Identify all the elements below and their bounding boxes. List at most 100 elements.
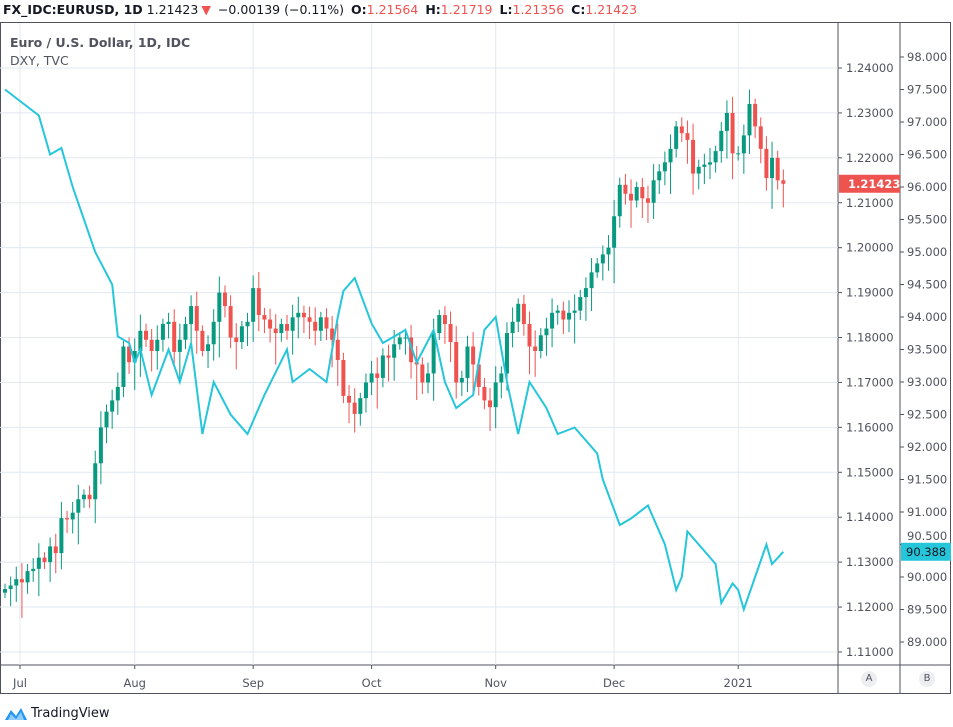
eurusd-last-price-label: 1.21423 [848,177,900,191]
candle-up [634,187,639,201]
candle-up [499,373,504,383]
price-tick-label: 1.23000 [846,106,894,120]
candle-down [679,126,684,134]
candle-up [504,333,509,374]
candle-down [471,346,476,365]
dxy-tick-label: 98.000 [907,50,947,64]
candle-down [758,126,763,149]
candle-up [567,312,571,320]
dxy-last-price-label: 90.388 [906,545,946,559]
price-tick-label: 1.12000 [846,600,894,614]
chart-frame [0,22,951,694]
candle-up [578,297,583,311]
candle-down [454,342,459,383]
candle-up [155,339,160,351]
candle-up [426,373,430,383]
auto-scale-button[interactable]: A [861,671,877,687]
candle-up [93,463,98,500]
candle-up [719,130,724,152]
candle-down [781,180,786,184]
candle-up [369,373,374,383]
candle-up [296,312,301,318]
candle-down [285,324,289,331]
candle-up [741,135,746,154]
down-arrow-icon: ▼ [201,2,211,17]
close-label: C: [571,2,586,17]
candle-down [629,193,634,201]
candle-down [172,321,177,352]
candle-up [98,427,103,464]
candle-up [544,328,549,336]
candle-up [239,326,244,343]
candle-down [561,310,566,320]
dxy-tick-label: 97.500 [907,83,947,97]
candle-up [392,344,397,358]
candle-down [273,328,278,334]
candle-up [14,579,19,586]
candle-up [662,162,667,172]
candle-down [144,330,148,340]
candle-down [341,359,346,396]
candle-up [538,335,543,351]
legend-overlay[interactable]: DXY, TVC [10,53,69,68]
dxy-tick-label: 97.000 [907,115,947,129]
candle-up [724,112,729,131]
candle-down [488,400,493,408]
candle-up [183,324,188,340]
dxy-tick-label: 94.000 [907,310,947,324]
candle-up [25,571,30,583]
candle-up [3,589,7,593]
candle-down [753,103,758,127]
candle-down [313,321,318,331]
candle-up [555,310,560,313]
candle-up [132,350,137,363]
scale-b-button[interactable]: B [919,671,935,687]
candle-down [640,187,645,199]
candle-down [482,386,487,401]
candle-up [595,263,600,273]
candle-up [251,288,256,322]
candle-up [589,272,594,289]
symbol-header: FX_IDC:EURUSD, 1D 1.21423 ▼ −0.00139 (−0.… [3,2,640,17]
candle-up [459,377,464,383]
candle-up [612,216,617,248]
legend-title: Euro / U.S. Dollar, 1D, IDC [10,35,191,50]
time-tick-label: Nov [484,676,507,690]
candle-up [110,400,115,412]
price-tick-label: 1.19000 [846,286,894,300]
candle-down [256,288,261,316]
candle-up [206,344,211,351]
candle-up [76,499,81,513]
dxy-line [4,88,785,613]
last-price: 1.21423 [146,2,199,17]
candle-down [347,395,352,403]
candle-up [177,339,182,352]
candle-down [42,557,47,563]
candle-up [363,382,368,399]
candle-up [674,126,679,149]
candle-up [318,317,323,331]
dxy-tick-label: 91.000 [907,505,947,519]
candle-down [262,315,267,320]
dxy-tick-label: 90.500 [907,529,947,543]
price-tick-label: 1.22000 [846,151,894,165]
candle-up [550,312,555,329]
time-tick-label: Dec [603,676,625,690]
candle-up [160,324,165,340]
candle-down [730,112,735,154]
dxy-tick-label: 96.000 [907,180,947,194]
open-label: O: [351,2,367,17]
candle-up [8,585,13,590]
candle-up [600,254,605,264]
candle-up [465,346,470,378]
time-tick-label: Aug [123,676,145,690]
brand-name: TradingView [31,705,110,721]
open-value: 1.21564 [366,2,419,17]
candle-up [736,153,741,155]
tradingview-logo[interactable]: TradingView [4,705,110,721]
candle-up [48,546,53,563]
candle-up [606,247,611,255]
candle-up [104,411,109,428]
price-tick-label: 1.17000 [846,375,894,389]
